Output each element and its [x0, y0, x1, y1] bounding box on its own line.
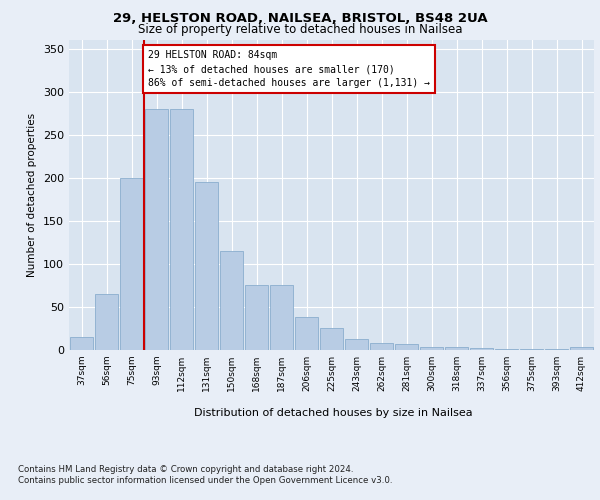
Bar — [70, 337, 94, 350]
Bar — [145, 109, 169, 350]
Bar — [320, 328, 343, 350]
Bar — [470, 348, 493, 350]
Bar — [245, 284, 268, 350]
Bar — [569, 348, 593, 350]
Y-axis label: Number of detached properties: Number of detached properties — [28, 113, 37, 277]
Bar — [220, 251, 244, 350]
Text: Size of property relative to detached houses in Nailsea: Size of property relative to detached ho… — [138, 24, 462, 36]
Bar — [170, 109, 193, 350]
Text: 29, HELSTON ROAD, NAILSEA, BRISTOL, BS48 2UA: 29, HELSTON ROAD, NAILSEA, BRISTOL, BS48… — [113, 12, 487, 26]
Bar — [395, 344, 418, 350]
Bar — [370, 343, 394, 350]
Bar — [269, 284, 293, 350]
Bar — [494, 349, 518, 350]
Bar — [419, 348, 443, 350]
Text: Distribution of detached houses by size in Nailsea: Distribution of detached houses by size … — [194, 408, 472, 418]
Text: Contains public sector information licensed under the Open Government Licence v3: Contains public sector information licen… — [18, 476, 392, 485]
Bar — [445, 348, 469, 350]
Text: Contains HM Land Registry data © Crown copyright and database right 2024.: Contains HM Land Registry data © Crown c… — [18, 465, 353, 474]
Bar — [194, 182, 218, 350]
Bar — [520, 349, 544, 350]
Bar — [95, 294, 118, 350]
Bar — [344, 339, 368, 350]
Bar — [295, 318, 319, 350]
Bar — [119, 178, 143, 350]
Bar — [545, 349, 568, 350]
Text: 29 HELSTON ROAD: 84sqm
← 13% of detached houses are smaller (170)
86% of semi-de: 29 HELSTON ROAD: 84sqm ← 13% of detached… — [148, 50, 430, 88]
